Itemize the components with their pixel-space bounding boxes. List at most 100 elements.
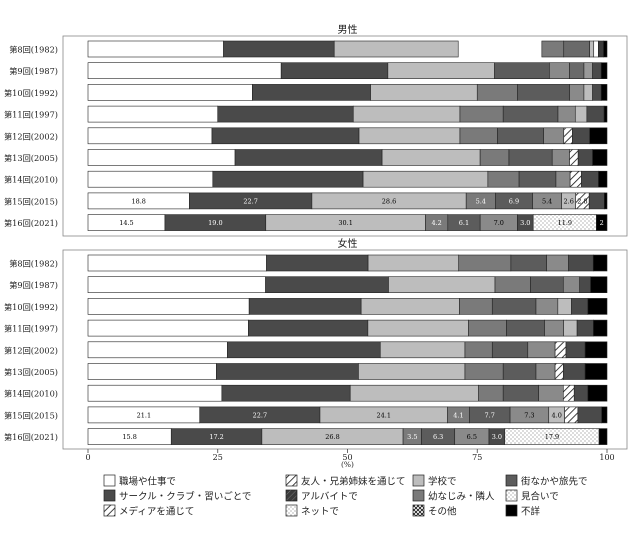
- bar-segment: [541, 40, 565, 58]
- bar-segment: [280, 62, 389, 80]
- bar-segment: [458, 254, 512, 272]
- bar-segment: [352, 105, 461, 123]
- bar-segment: [598, 40, 604, 58]
- legend-item: 友人・兄弟姉妹を通じて: [285, 474, 406, 488]
- bar-segment: [573, 384, 589, 402]
- data-label: 2.8: [577, 197, 587, 205]
- bar-segment: [87, 276, 266, 294]
- bar-segment: [583, 62, 593, 80]
- bar-segment: [464, 363, 504, 380]
- data-label: 19.0: [208, 219, 222, 227]
- bar-segment: [459, 105, 504, 123]
- x-axis-label: (%): [341, 460, 354, 469]
- row-label: 第11回(1997): [4, 110, 58, 120]
- panel-frame: [62, 35, 628, 237]
- data-label: 4.0: [552, 411, 562, 419]
- data-label: 17.9: [545, 433, 559, 441]
- bar-segment: [387, 62, 495, 80]
- bar-row: 第11回(1997): [4, 319, 608, 337]
- legend-item: その他: [412, 504, 457, 518]
- bar-segment: [502, 105, 559, 123]
- bar-segment: [569, 62, 585, 80]
- bar-segment: [568, 254, 594, 272]
- bar-segment: [554, 341, 567, 359]
- data-label: 28.6: [382, 197, 396, 205]
- bar-segment: [600, 62, 608, 80]
- legend-label: 学校で: [428, 476, 457, 488]
- bar-segment: [510, 254, 547, 272]
- row-label: 第16回(2021): [4, 218, 58, 228]
- bar-segment: [87, 341, 228, 359]
- bar-segment: [598, 170, 608, 188]
- legend-item: 見合いで: [505, 489, 559, 503]
- bar-segment: [87, 127, 213, 145]
- bar-segment: [569, 84, 585, 101]
- bar-segment: [549, 62, 570, 80]
- bar-segment: [87, 62, 282, 80]
- bar-segment: [358, 127, 461, 145]
- legend-item: ネットで: [285, 504, 339, 518]
- bar-segment: [212, 170, 364, 188]
- row-label: 第15回(2015): [4, 196, 58, 206]
- legend-swatch: [103, 489, 116, 502]
- bar-row: 第16回(2021) 15.8 17.2 26.8 3.5 6.3 6.5 3.0 17.9: [4, 428, 608, 445]
- data-label: 30.1: [338, 219, 352, 227]
- legend-label: 友人・兄弟姉妹を通じて: [301, 476, 406, 488]
- data-label: 7.0: [494, 219, 504, 227]
- bar-segment: [562, 276, 580, 294]
- bar-segment: [87, 363, 217, 380]
- bar-segment: [535, 298, 559, 315]
- data-label: 4.2: [431, 219, 441, 227]
- legend-label: ネットで: [301, 507, 339, 518]
- bar-segment: [367, 254, 460, 272]
- bar-row: 第10回(1992): [4, 84, 608, 101]
- data-label: 4.1: [453, 411, 463, 419]
- bar-segment: [593, 319, 608, 337]
- bar-segment: [248, 298, 362, 315]
- row-label: 第15回(2015): [4, 410, 58, 420]
- bar-segment: [358, 363, 466, 380]
- bar-segment: [577, 149, 593, 166]
- row-label: 第8回(1982): [9, 45, 58, 55]
- bar-segment: [584, 341, 608, 359]
- bar-segment: [468, 319, 507, 337]
- legend-swatch: [285, 474, 298, 487]
- bar-row: 第16回(2021) 14.5 19.0 30.1 4.2 6.1 7.0 3.0 11.9 2: [4, 214, 608, 231]
- legend-label: その他: [428, 506, 457, 518]
- bar-segment: [517, 84, 570, 101]
- row-label: 第13回(2005): [4, 153, 58, 163]
- bar-segment: [601, 406, 608, 424]
- bar-segment: [586, 105, 605, 123]
- bar-segment: [216, 363, 359, 380]
- bar-segment: [266, 254, 369, 272]
- data-label: 24.1: [377, 411, 391, 419]
- bar-segment: [589, 40, 595, 58]
- bar-row: 第13回(2005): [4, 149, 608, 166]
- data-label: 6.5: [467, 433, 477, 441]
- legend-swatch: [505, 504, 518, 517]
- data-label: 2.6: [564, 197, 574, 205]
- bar-segment: [587, 298, 608, 315]
- bar-row: 第10回(1992): [4, 298, 608, 315]
- bar-segment: [491, 341, 529, 359]
- bar-segment: [248, 319, 369, 337]
- bar-segment: [388, 276, 496, 294]
- bar-segment: [227, 341, 381, 359]
- data-label: 21.1: [137, 411, 151, 419]
- bar-row: 第8回(1982): [9, 40, 608, 58]
- bar-segment: [535, 363, 556, 380]
- bar-segment: [360, 298, 460, 315]
- bar-segment: [563, 40, 591, 58]
- row-label: 第9回(1987): [9, 66, 58, 76]
- data-label: 7.3: [524, 411, 534, 419]
- bar-segment: [555, 170, 571, 188]
- row-label: 第12回(2002): [4, 345, 58, 355]
- bar-segment: [564, 406, 579, 424]
- bar-segment: [333, 40, 459, 58]
- bar-segment: [569, 170, 582, 188]
- bar-segment: [87, 319, 249, 337]
- data-label: 26.8: [325, 433, 339, 441]
- data-label: 3.0: [520, 219, 530, 227]
